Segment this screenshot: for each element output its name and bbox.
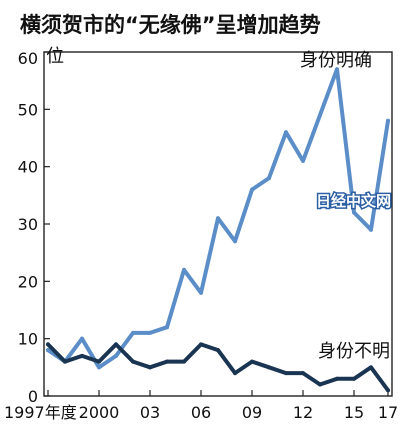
data-point bbox=[97, 359, 101, 364]
y-tick-label: 10 bbox=[18, 330, 38, 349]
data-point bbox=[46, 348, 50, 353]
chart-title: 横须贺市的“无缘佛”呈增加趋势 bbox=[20, 13, 321, 37]
x-tick-label: 15 bbox=[344, 403, 364, 422]
data-point bbox=[131, 330, 135, 335]
data-point bbox=[301, 371, 305, 376]
y-axis: 0 10 20 30 40 50 60 bbox=[18, 49, 50, 406]
data-point bbox=[165, 325, 169, 330]
data-point bbox=[267, 176, 271, 181]
data-point bbox=[63, 359, 67, 364]
data-point bbox=[318, 382, 322, 387]
data-point bbox=[199, 290, 203, 295]
data-point bbox=[80, 336, 84, 341]
data-point bbox=[352, 376, 356, 381]
data-point bbox=[216, 216, 220, 221]
series-label-unidentified: 身份不明 bbox=[318, 341, 390, 362]
y-axis-unit-label: 位 bbox=[46, 46, 64, 67]
data-point bbox=[267, 365, 271, 370]
y-tick-label: 50 bbox=[18, 100, 38, 119]
series-label-identified: 身份明确 bbox=[300, 50, 372, 71]
data-point bbox=[114, 353, 118, 358]
y-tick-label: 60 bbox=[18, 49, 38, 68]
data-point bbox=[199, 342, 203, 347]
x-tick-label: 2000 bbox=[79, 403, 120, 422]
data-point bbox=[182, 267, 186, 272]
x-tick-label: 03 bbox=[140, 403, 160, 422]
data-point bbox=[114, 342, 118, 347]
data-point bbox=[386, 388, 390, 393]
data-point bbox=[318, 113, 322, 118]
data-point bbox=[369, 365, 373, 370]
x-axis: 1997年度 2000 03 06 09 12 15 17 bbox=[4, 390, 398, 422]
data-point bbox=[165, 359, 169, 364]
x-tick-label: 1997年度 bbox=[4, 403, 77, 422]
series-layer bbox=[46, 67, 390, 393]
x-tick-label: 06 bbox=[191, 403, 211, 422]
data-point bbox=[131, 359, 135, 364]
y-tick-label: 0 bbox=[28, 387, 38, 406]
x-tick-label: 12 bbox=[293, 403, 313, 422]
data-point bbox=[250, 359, 254, 364]
data-point bbox=[386, 118, 390, 123]
data-point bbox=[97, 365, 101, 370]
watermark-logo: 日经中文网 bbox=[316, 192, 391, 210]
data-point bbox=[46, 342, 50, 347]
y-tick-label: 20 bbox=[18, 272, 38, 291]
data-point bbox=[182, 359, 186, 364]
data-point bbox=[352, 210, 356, 215]
data-point bbox=[250, 187, 254, 192]
y-tick-label: 40 bbox=[18, 158, 38, 177]
data-point bbox=[80, 353, 84, 358]
x-tick-label: 09 bbox=[242, 403, 262, 422]
data-point bbox=[284, 371, 288, 376]
y-tick-label: 30 bbox=[18, 215, 38, 234]
data-point bbox=[335, 376, 339, 381]
data-point bbox=[216, 348, 220, 353]
data-point bbox=[369, 227, 373, 232]
data-point bbox=[284, 130, 288, 135]
data-point bbox=[148, 365, 152, 370]
data-point bbox=[148, 330, 152, 335]
data-point bbox=[335, 67, 339, 72]
x-tick-label: 17 bbox=[378, 403, 398, 422]
data-point bbox=[233, 239, 237, 244]
data-point bbox=[233, 371, 237, 376]
data-point bbox=[301, 158, 305, 163]
